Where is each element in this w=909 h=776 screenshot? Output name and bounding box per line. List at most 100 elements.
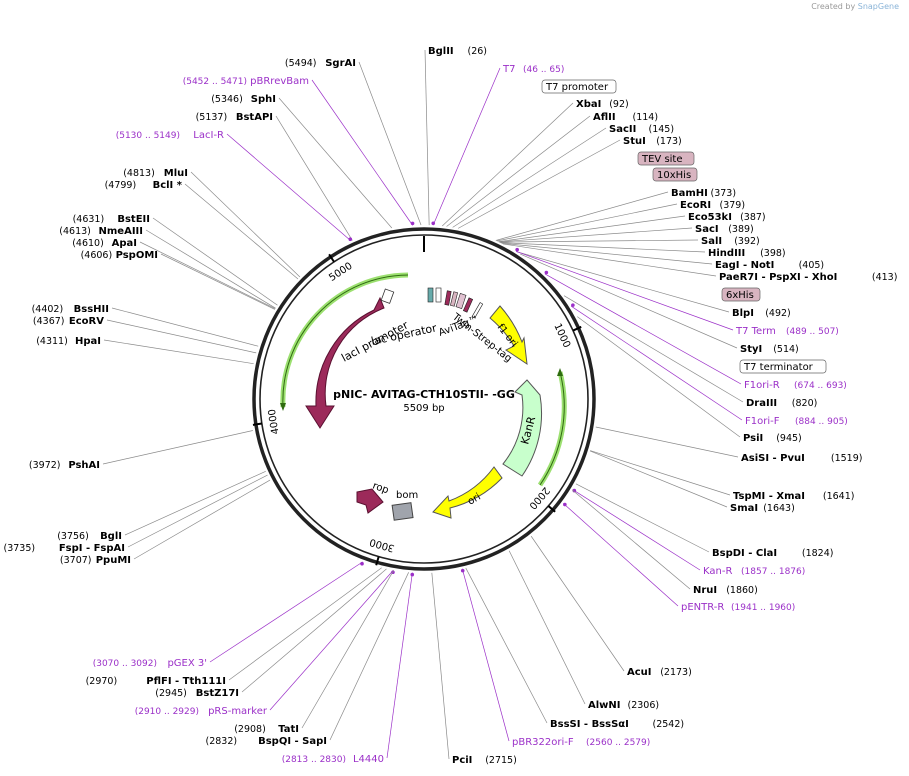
site-name: PaeR7I - PspXI - XhoI <box>719 272 837 283</box>
site-position: (173) <box>656 136 682 147</box>
site-name: BamHI <box>671 188 708 199</box>
leader-line <box>278 97 393 229</box>
feature-label: T7 terminator <box>743 362 814 373</box>
leader-line <box>275 115 353 241</box>
site-name: BstEII <box>117 214 150 225</box>
site-name: Eco53kI <box>688 212 732 223</box>
kan-promoter-arrowhead <box>557 368 563 376</box>
site-name: BlpI <box>732 308 754 319</box>
site-position: (492) <box>765 308 791 319</box>
site-position: (392) <box>734 236 760 247</box>
leader-line <box>152 217 278 306</box>
site-name: TatI <box>278 724 299 735</box>
leader-line <box>457 139 621 229</box>
lacI-promoter-arrowhead <box>280 403 286 411</box>
leader-line <box>563 295 744 403</box>
feature-label: 6xHis <box>726 290 754 301</box>
leader-line <box>431 572 450 760</box>
leader-line <box>544 273 742 385</box>
tick-label: 1000 <box>551 322 572 350</box>
site-position: (3735) <box>4 543 36 554</box>
site-name: SphI <box>251 94 276 105</box>
site-position: (405) <box>799 260 825 271</box>
site-position: (4813) <box>123 168 155 179</box>
leader-line <box>190 171 301 278</box>
leader-line <box>432 67 501 226</box>
primer-marker <box>348 237 353 241</box>
tick-mark <box>572 325 582 332</box>
leader-line <box>386 572 413 759</box>
primer-position: (5452 .. 5471) <box>183 77 247 87</box>
primer-name: F1ori-R <box>744 380 780 391</box>
tick-mark <box>252 422 262 426</box>
leader-line <box>145 229 276 309</box>
site-name: PspOMI <box>116 250 158 261</box>
site-name: SalI <box>701 236 722 247</box>
bom-label: bom <box>396 490 418 501</box>
primer-marker <box>515 247 519 252</box>
leader-line <box>575 483 710 553</box>
site-name: BspDI - ClaI <box>712 548 777 559</box>
leader-line <box>106 319 257 354</box>
leader-line <box>103 339 254 365</box>
site-position: (5494) <box>285 58 317 69</box>
site-position: (1824) <box>802 548 834 559</box>
feature-label: TEV site <box>641 154 683 165</box>
site-position: (820) <box>792 398 818 409</box>
leader-line <box>184 183 299 280</box>
site-name: AsiSI - PvuI <box>741 453 805 464</box>
site-position: (2908) <box>234 724 266 735</box>
site-name: BclI * <box>153 180 183 191</box>
site-position: (4613) <box>59 226 91 237</box>
leader-line <box>228 567 382 681</box>
site-position: (413) <box>872 272 898 283</box>
leader-line <box>241 568 387 693</box>
leader-line <box>269 570 394 711</box>
site-position: (3756) <box>57 531 89 542</box>
plasmid-size: 5509 bp <box>403 403 444 414</box>
leader-line <box>572 489 701 571</box>
primer-name: pRS-marker <box>208 706 268 717</box>
leader-line <box>515 251 734 331</box>
leader-line <box>133 479 271 560</box>
site-name: HpaI <box>75 336 101 347</box>
site-name: ApaI <box>112 238 137 249</box>
feature-label: 10xHis <box>657 170 691 181</box>
ori-arrow <box>432 466 503 519</box>
snapgene-watermark: Created by SnapGene <box>811 2 899 11</box>
leader-line <box>508 550 586 705</box>
feature-label: T7 promoter <box>545 82 609 93</box>
primer-position: (46 .. 65) <box>523 65 564 75</box>
leader-line <box>516 251 730 313</box>
rop-gene-arrow <box>356 488 384 514</box>
site-name: PsiI <box>743 433 763 444</box>
site-position: (514) <box>773 344 799 355</box>
site-position: (398) <box>760 248 786 259</box>
site-position: (4402) <box>32 304 64 315</box>
site-position: (4631) <box>73 214 105 225</box>
leader-line <box>530 535 625 672</box>
leader-line <box>226 133 352 242</box>
site-position: (379) <box>720 200 746 211</box>
leader-line <box>127 474 268 548</box>
leader-line <box>446 115 591 227</box>
site-position: (2306) <box>628 700 660 711</box>
leader-line <box>570 305 743 421</box>
primer-name: Kan-R <box>703 566 732 577</box>
kan-promoter-arc-core <box>539 371 565 486</box>
t7-terminator-feature <box>471 302 484 319</box>
feature-box <box>541 79 617 94</box>
site-name: PshAI <box>68 460 100 471</box>
site-position: (3972) <box>29 460 61 471</box>
leader-line <box>465 567 548 724</box>
primer-marker <box>410 572 415 577</box>
primer-marker <box>544 270 549 275</box>
site-name: BspQI - SapI <box>258 736 327 747</box>
tick-label: 3000 <box>368 536 396 554</box>
leader-line <box>301 570 394 729</box>
site-name: TspMI - XmaI <box>733 491 805 502</box>
his-tag-feature <box>450 291 458 307</box>
site-name: NmeAIII <box>99 226 143 237</box>
site-position: (1641) <box>823 491 855 502</box>
lac-operator-box <box>380 288 395 304</box>
